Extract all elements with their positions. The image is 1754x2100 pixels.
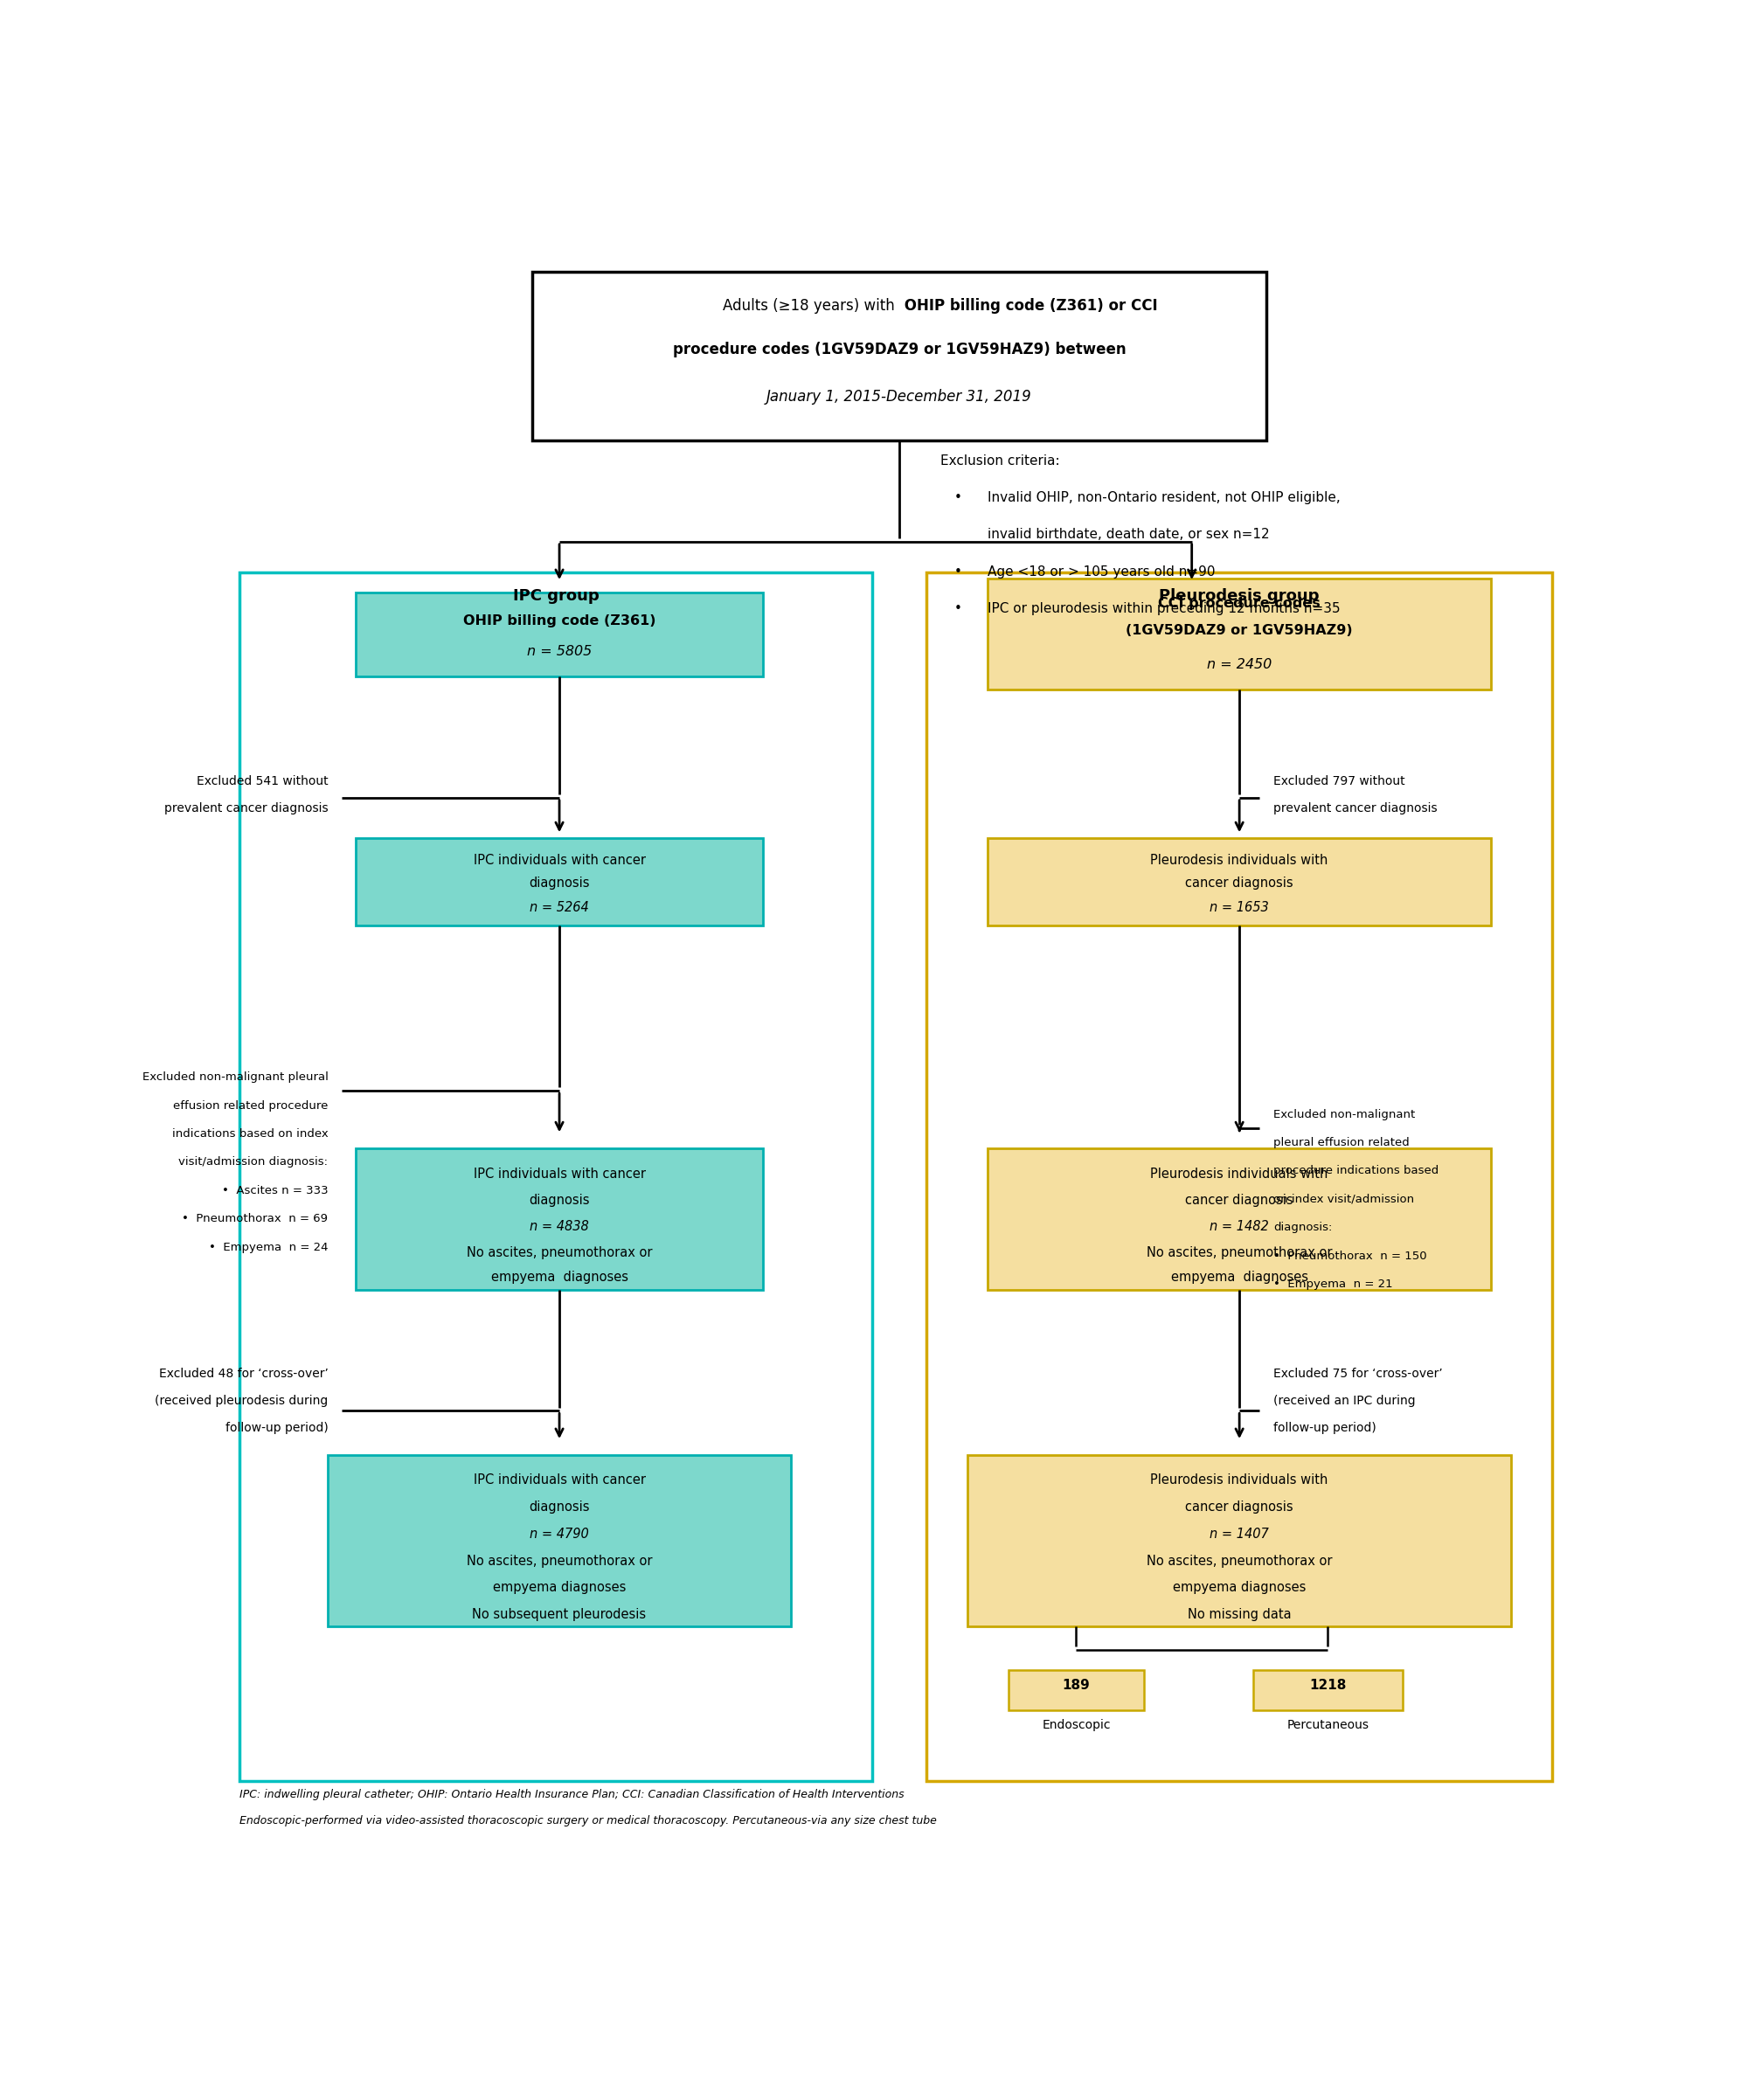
- Text: Excluded 541 without: Excluded 541 without: [196, 775, 328, 788]
- Text: n = 5805: n = 5805: [526, 645, 591, 657]
- Text: •: •: [954, 565, 961, 578]
- Text: No missing data: No missing data: [1187, 1609, 1291, 1621]
- Text: effusion related procedure: effusion related procedure: [174, 1100, 328, 1111]
- Text: OHIP billing code (Z361) or CCI: OHIP billing code (Z361) or CCI: [900, 298, 1158, 313]
- Text: n = 4838: n = 4838: [530, 1220, 589, 1233]
- FancyBboxPatch shape: [1252, 1670, 1401, 1711]
- Text: Excluded non-malignant: Excluded non-malignant: [1273, 1109, 1414, 1119]
- Text: cancer diagnosis: cancer diagnosis: [1184, 1195, 1293, 1208]
- Text: Pleurodesis individuals with: Pleurodesis individuals with: [1151, 1474, 1328, 1487]
- Text: •  Empyema  n = 21: • Empyema n = 21: [1273, 1279, 1393, 1289]
- Text: diagnosis:: diagnosis:: [1273, 1222, 1331, 1233]
- Text: January 1, 2015-December 31, 2019: January 1, 2015-December 31, 2019: [766, 388, 1031, 405]
- Text: follow-up period): follow-up period): [1273, 1422, 1375, 1434]
- Text: n = 4790: n = 4790: [530, 1527, 589, 1541]
- Text: IPC individuals with cancer: IPC individuals with cancer: [474, 1168, 645, 1180]
- Text: (received an IPC during: (received an IPC during: [1273, 1394, 1415, 1407]
- Text: No subsequent pleurodesis: No subsequent pleurodesis: [472, 1609, 645, 1621]
- Text: diagnosis: diagnosis: [528, 876, 589, 890]
- Text: visit/admission diagnosis:: visit/admission diagnosis:: [179, 1157, 328, 1168]
- FancyBboxPatch shape: [356, 1149, 763, 1289]
- Text: Excluded non-malignant pleural: Excluded non-malignant pleural: [142, 1071, 328, 1084]
- Text: Exclusion criteria:: Exclusion criteria:: [940, 454, 1059, 466]
- Text: n = 2450: n = 2450: [1207, 657, 1272, 670]
- Text: •  Pneumothorax  n = 150: • Pneumothorax n = 150: [1273, 1250, 1426, 1262]
- Text: Excluded 48 for ‘cross-over’: Excluded 48 for ‘cross-over’: [158, 1367, 328, 1380]
- Text: Excluded 75 for ‘cross-over’: Excluded 75 for ‘cross-over’: [1273, 1367, 1442, 1380]
- Text: diagnosis: diagnosis: [528, 1502, 589, 1514]
- Text: 1218: 1218: [1308, 1678, 1345, 1693]
- Text: (1GV59DAZ9 or 1GV59HAZ9): (1GV59DAZ9 or 1GV59HAZ9): [1126, 624, 1352, 636]
- FancyBboxPatch shape: [988, 1149, 1491, 1289]
- Text: indications based on index: indications based on index: [172, 1128, 328, 1140]
- Text: procedure indications based: procedure indications based: [1273, 1166, 1438, 1176]
- Text: No ascites, pneumothorax or: No ascites, pneumothorax or: [1145, 1554, 1331, 1569]
- FancyBboxPatch shape: [966, 1455, 1510, 1625]
- Text: follow-up period): follow-up period): [225, 1422, 328, 1434]
- Text: Percutaneous: Percutaneous: [1286, 1720, 1368, 1732]
- Text: empyema diagnoses: empyema diagnoses: [1172, 1581, 1305, 1594]
- Text: Pleurodesis group: Pleurodesis group: [1159, 588, 1319, 603]
- Text: prevalent cancer diagnosis: prevalent cancer diagnosis: [165, 802, 328, 815]
- Text: •  Pneumothorax  n = 69: • Pneumothorax n = 69: [182, 1214, 328, 1224]
- Text: empyema  diagnoses: empyema diagnoses: [491, 1270, 628, 1283]
- Text: IPC group: IPC group: [512, 588, 598, 603]
- Text: No ascites, pneumothorax or: No ascites, pneumothorax or: [467, 1245, 652, 1260]
- Text: 189: 189: [1061, 1678, 1089, 1693]
- FancyBboxPatch shape: [356, 592, 763, 676]
- Text: •: •: [954, 491, 961, 504]
- Text: prevalent cancer diagnosis: prevalent cancer diagnosis: [1273, 802, 1437, 815]
- Text: empyema diagnoses: empyema diagnoses: [493, 1581, 626, 1594]
- Text: •  Empyema  n = 24: • Empyema n = 24: [209, 1241, 328, 1254]
- Text: •: •: [954, 603, 961, 615]
- Text: n = 5264: n = 5264: [530, 901, 589, 914]
- Text: Endoscopic: Endoscopic: [1042, 1720, 1110, 1732]
- FancyBboxPatch shape: [356, 838, 763, 926]
- Text: Age <18 or > 105 years old n=90: Age <18 or > 105 years old n=90: [988, 565, 1216, 578]
- Text: cancer diagnosis: cancer diagnosis: [1184, 876, 1293, 890]
- FancyBboxPatch shape: [531, 273, 1266, 441]
- Text: (received pleurodesis during: (received pleurodesis during: [154, 1394, 328, 1407]
- Text: n = 1407: n = 1407: [1209, 1527, 1268, 1541]
- Text: IPC: indwelling pleural catheter; OHIP: Ontario Health Insurance Plan; CCI: Cana: IPC: indwelling pleural catheter; OHIP: …: [240, 1789, 903, 1800]
- Text: invalid birthdate, death date, or sex n=12: invalid birthdate, death date, or sex n=…: [988, 529, 1270, 542]
- Text: IPC individuals with cancer: IPC individuals with cancer: [474, 1474, 645, 1487]
- Text: empyema  diagnoses: empyema diagnoses: [1170, 1270, 1307, 1283]
- Text: n = 1482: n = 1482: [1209, 1220, 1268, 1233]
- FancyBboxPatch shape: [1009, 1670, 1144, 1711]
- FancyBboxPatch shape: [988, 838, 1491, 926]
- Text: Adults (≥18 years) with: Adults (≥18 years) with: [723, 298, 900, 313]
- Text: No ascites, pneumothorax or: No ascites, pneumothorax or: [467, 1554, 652, 1569]
- Text: CCI procedure codes: CCI procedure codes: [1158, 596, 1321, 611]
- FancyBboxPatch shape: [988, 580, 1491, 691]
- Text: n = 1653: n = 1653: [1209, 901, 1268, 914]
- Text: •  Ascites n = 333: • Ascites n = 333: [221, 1184, 328, 1197]
- Text: No ascites, pneumothorax or: No ascites, pneumothorax or: [1145, 1245, 1331, 1260]
- Text: Endoscopic-performed via video-assisted thoracoscopic surgery or medical thoraco: Endoscopic-performed via video-assisted …: [240, 1814, 937, 1827]
- Text: IPC individuals with cancer: IPC individuals with cancer: [474, 855, 645, 867]
- Text: on index visit/admission: on index visit/admission: [1273, 1193, 1414, 1205]
- Text: diagnosis: diagnosis: [528, 1195, 589, 1208]
- Text: cancer diagnosis: cancer diagnosis: [1184, 1502, 1293, 1514]
- Text: Invalid OHIP, non-Ontario resident, not OHIP eligible,: Invalid OHIP, non-Ontario resident, not …: [988, 491, 1340, 504]
- Text: IPC or pleurodesis within preceding 12 months n=35: IPC or pleurodesis within preceding 12 m…: [988, 603, 1340, 615]
- FancyBboxPatch shape: [328, 1455, 791, 1625]
- Text: Excluded 797 without: Excluded 797 without: [1273, 775, 1405, 788]
- Text: OHIP billing code (Z361): OHIP billing code (Z361): [463, 615, 656, 628]
- Text: pleural effusion related: pleural effusion related: [1273, 1136, 1408, 1149]
- Text: procedure codes (1GV59DAZ9 or 1GV59HAZ9) between: procedure codes (1GV59DAZ9 or 1GV59HAZ9)…: [672, 342, 1126, 357]
- Text: Pleurodesis individuals with: Pleurodesis individuals with: [1151, 1168, 1328, 1180]
- Text: Pleurodesis individuals with: Pleurodesis individuals with: [1151, 855, 1328, 867]
